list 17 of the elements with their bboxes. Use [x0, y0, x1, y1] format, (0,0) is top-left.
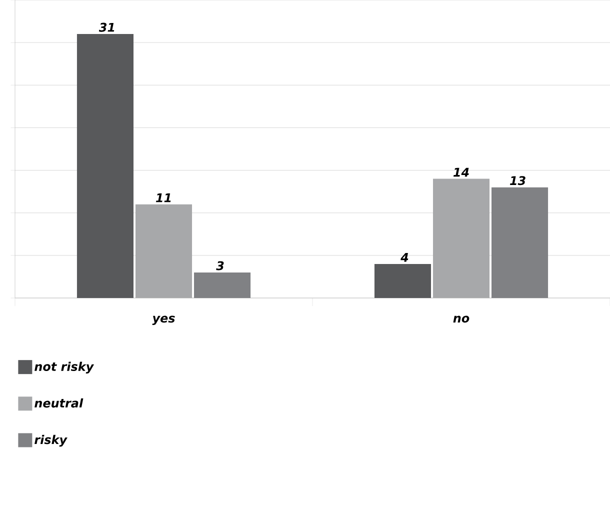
bar — [135, 204, 192, 298]
data-label: 4 — [400, 253, 408, 262]
x-tick-label: yes — [152, 316, 175, 326]
data-label: 11 — [156, 193, 171, 202]
legend-label: risky — [34, 434, 68, 447]
data-label: 13 — [510, 176, 526, 186]
bar — [492, 187, 548, 298]
bar — [432, 178, 490, 298]
legend-label: not risky — [34, 362, 94, 374]
legend-label: neutral — [34, 398, 84, 408]
data-label: 3 — [216, 261, 224, 270]
bar — [374, 264, 431, 298]
bar — [194, 272, 251, 298]
x-tick-label: no — [453, 316, 470, 323]
data-label: 31 — [98, 22, 114, 32]
data-label: 14 — [453, 168, 469, 177]
bar — [76, 34, 134, 298]
